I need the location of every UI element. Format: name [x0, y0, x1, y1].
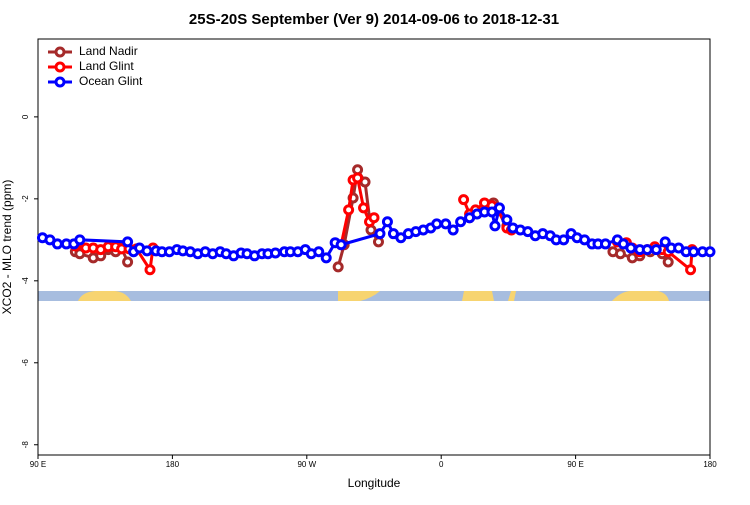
legend-marker [54, 61, 66, 73]
x-tick-label: 0 [439, 460, 444, 469]
data-point [662, 256, 674, 268]
data-point [614, 248, 626, 260]
data-point [122, 236, 134, 248]
data-point [320, 252, 332, 264]
data-point [374, 228, 386, 240]
data-point [343, 204, 355, 216]
data-point [365, 224, 377, 236]
data-point [493, 202, 505, 214]
data-point [144, 264, 156, 276]
x-tick-label: 90 E [567, 460, 583, 469]
data-point [122, 256, 134, 268]
x-tick-label: 180 [703, 460, 717, 469]
y-tick-label: 0 [21, 114, 30, 119]
data-point [501, 214, 513, 226]
data-point [489, 220, 501, 232]
x-tick-label: 90 E [30, 460, 46, 469]
data-point [599, 238, 611, 250]
data-point [141, 245, 153, 257]
data-point [332, 261, 344, 273]
data-point [704, 246, 716, 258]
data-point [685, 264, 697, 276]
chart-title: 25S-20S September (Ver 9) 2014-09-06 to … [189, 11, 559, 28]
legend-label: Ocean Glint [79, 74, 143, 88]
data-point [458, 194, 470, 206]
data-point [269, 247, 281, 259]
data-point [431, 218, 443, 230]
y-axis-label: XCO2 - MLO trend (ppm) [0, 180, 14, 315]
legend-label: Land Nadir [79, 44, 138, 58]
data-point [51, 238, 63, 250]
legend-marker [54, 76, 66, 88]
land-ocean-strip [38, 291, 710, 301]
data-point [358, 202, 370, 214]
data-point [352, 172, 364, 184]
data-point [558, 234, 570, 246]
data-point [381, 216, 393, 228]
x-axis-label: Longitude [348, 476, 401, 490]
y-tick-label: -6 [21, 359, 30, 367]
data-point [368, 212, 380, 224]
data-point [447, 224, 459, 236]
y-tick-label: -4 [21, 277, 30, 285]
legend-marker [54, 46, 66, 58]
x-tick-label: 90 W [297, 460, 316, 469]
data-point [688, 246, 700, 258]
data-point [313, 246, 325, 258]
x-tick-label: 180 [166, 460, 180, 469]
data-point [455, 216, 467, 228]
series [36, 202, 716, 264]
data-point [440, 218, 452, 230]
data-point [372, 236, 384, 248]
data-point [74, 234, 86, 246]
data-point [625, 242, 637, 254]
data-point [650, 244, 662, 256]
legend-label: Land Glint [79, 59, 134, 73]
y-tick-label: -8 [21, 441, 30, 449]
data-point [335, 239, 347, 251]
data-point [641, 244, 653, 256]
data-point [659, 236, 671, 248]
y-tick-label: -2 [21, 195, 30, 203]
